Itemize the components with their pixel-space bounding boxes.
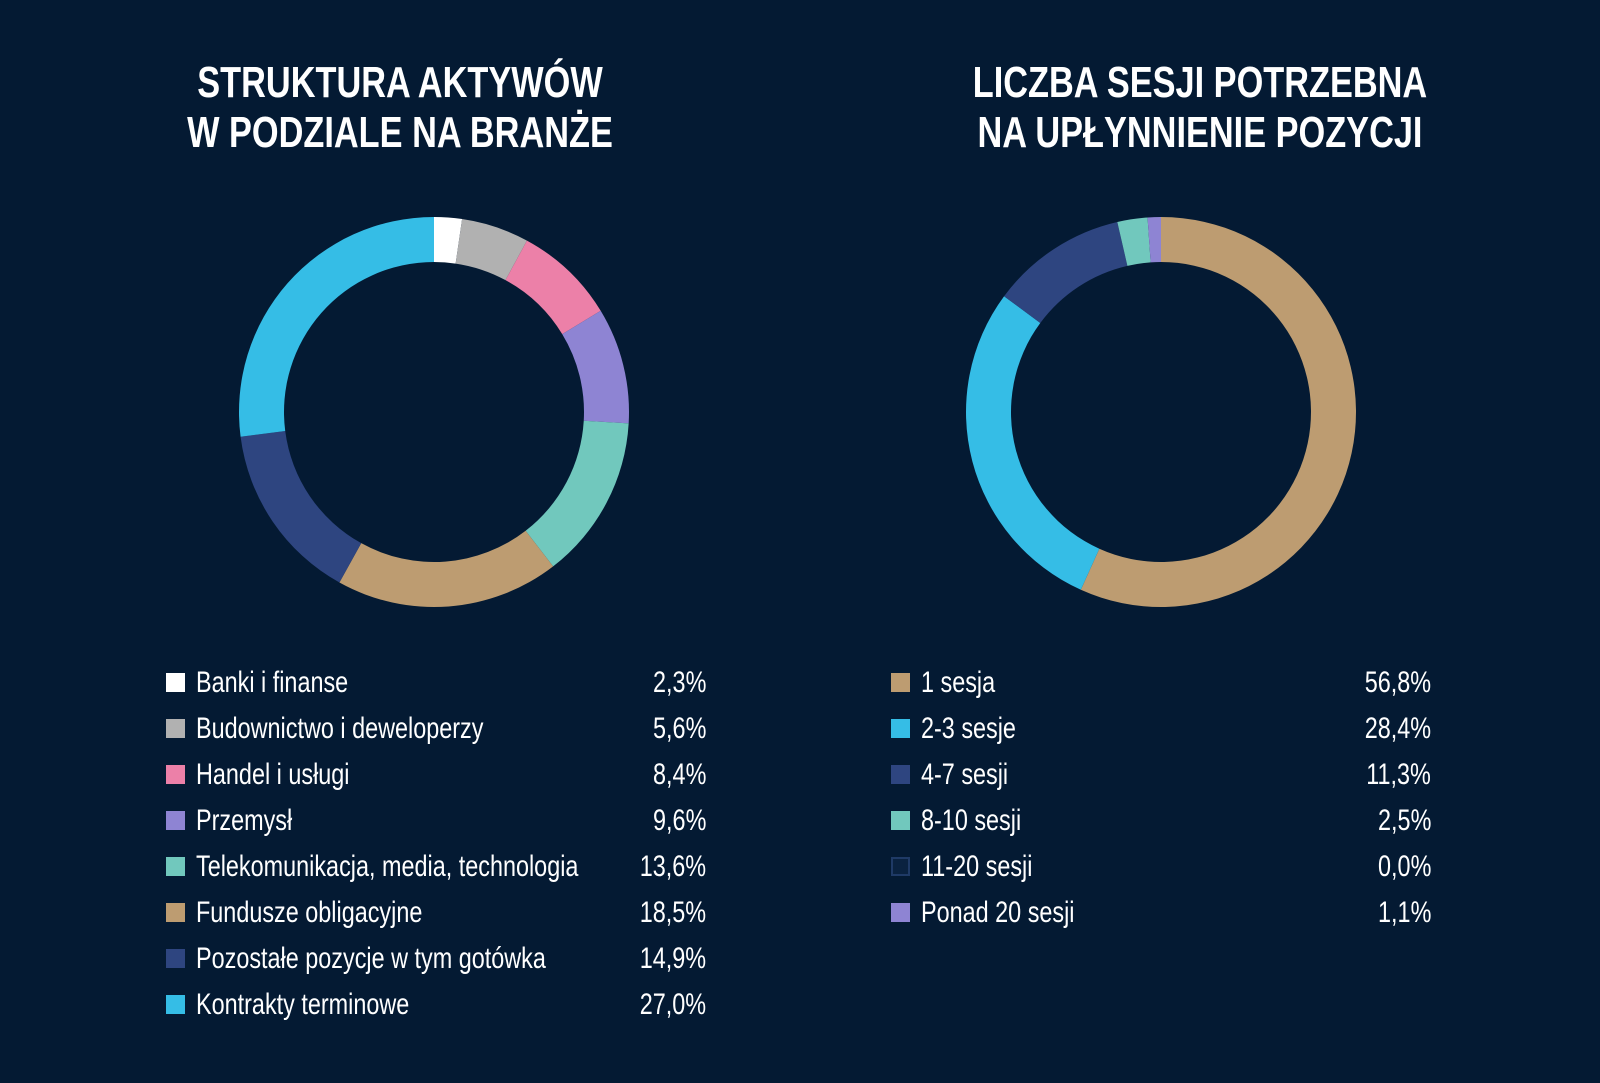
slice-ponad-20-sesji [1147, 217, 1161, 263]
legend-label: Budownictwo i deweloperzy [196, 712, 484, 745]
legend-value: 18,5% [639, 896, 706, 929]
liquidity-sessions-legend: 1 sesja 56,8% 2-3 sesje 28,4% 4-7 sesji 11,3%… [891, 664, 1431, 940]
legend-label: Kontrakty terminowe [196, 988, 410, 1021]
legend-item-2-3-sesje: 2-3 sesje 28,4% [891, 710, 1431, 756]
chart-title: STRUKTURA AKTYWÓW W PODZIALE NA BRANŻE [88, 58, 712, 158]
legend-swatch [891, 903, 910, 922]
legend-label: 1 sesja [921, 666, 996, 699]
chart-title-line-1: LICZBA SESJI POTRZEBNA [972, 58, 1428, 107]
slice-banki-i-finanse [434, 217, 463, 264]
legend-swatch [166, 811, 185, 830]
legend-item-4-7-sesji: 4-7 sesji 11,3% [891, 756, 1431, 802]
legend-swatch [891, 765, 910, 784]
legend-value: 1,1% [1377, 896, 1431, 929]
legend-swatch [891, 719, 910, 738]
legend-swatch [166, 857, 185, 876]
slice-8-10-sesji [1117, 217, 1151, 266]
legend-value: 9,6% [652, 804, 706, 837]
legend-swatch [891, 811, 910, 830]
legend-item-przemysl: Przemysł 9,6% [166, 802, 706, 848]
chart-title: LICZBA SESJI POTRZEBNA NA UPŁYNNIENIE PO… [888, 58, 1512, 158]
legend-value: 27,0% [639, 988, 706, 1021]
liquidity-sessions-panel: LICZBA SESJI POTRZEBNA NA UPŁYNNIENIE PO… [800, 0, 1600, 1083]
asset-structure-legend: Banki i finanse 2,3% Budownictwo i dewelop… [166, 664, 706, 1032]
legend-value: 56,8% [1364, 666, 1431, 699]
legend-item-banki-i-finanse: Banki i finanse 2,3% [166, 664, 706, 710]
slice-przemysl [562, 310, 629, 424]
chart-title-line-1: STRUKTURA AKTYWÓW [197, 58, 603, 107]
chart-title-line-2: W PODZIALE NA BRANŻE [187, 108, 613, 157]
legend-label: 4-7 sesji [921, 758, 1009, 791]
legend-swatch [166, 719, 185, 738]
legend-label: Przemysł [196, 804, 293, 837]
legend-value: 11,3% [1366, 758, 1431, 791]
legend-item-8-10-sesji: 8-10 sesji 2,5% [891, 802, 1431, 848]
legend-item-telekomunikacja-media-technologia: Telekomunikacja, media, technologia 13,6% [166, 848, 706, 894]
legend-item-pozostale-pozycje-w-tym-gotowka: Pozostałe pozycje w tym gotówka 14,9% [166, 940, 706, 986]
slice-fundusze-obligacyjne [339, 530, 554, 607]
slice-kontrakty-terminowe [238, 216, 434, 437]
legend-label: Fundusze obligacyjne [196, 896, 423, 929]
legend-swatch [891, 673, 910, 692]
legend-swatch [166, 765, 185, 784]
legend-label: Banki i finanse [196, 666, 349, 699]
slice-1-sesja [1080, 217, 1356, 607]
asset-structure-donut [238, 216, 629, 607]
legend-item-kontrakty-terminowe: Kontrakty terminowe 27,0% [166, 986, 706, 1032]
legend-value: 2,5% [1377, 804, 1431, 837]
slice-handel-i-uslugi [505, 240, 601, 335]
slice-4-7-sesji [1004, 221, 1128, 323]
chart-title-line-2: NA UPŁYNNIENIE POZYCJI [977, 108, 1423, 157]
legend-value: 5,6% [652, 712, 706, 745]
legend-label: Pozostałe pozycje w tym gotówka [196, 942, 546, 975]
legend-swatch [891, 857, 910, 876]
slice-pozostale-pozycje-w-tym-gotowka [240, 431, 362, 583]
legend-item-ponad-20-sesji: Ponad 20 sesji 1,1% [891, 894, 1431, 940]
legend-label: 2-3 sesje [921, 712, 1016, 745]
legend-value: 13,6% [639, 850, 706, 883]
legend-item-budownictwo-i-deweloperzy: Budownictwo i deweloperzy 5,6% [166, 710, 706, 756]
liquidity-sessions-donut [966, 217, 1356, 607]
asset-structure-panel: STRUKTURA AKTYWÓW W PODZIALE NA BRANŻE B… [88, 58, 712, 1032]
legend-label: Telekomunikacja, media, technologia [196, 850, 579, 883]
legend-swatch [166, 903, 185, 922]
legend-value: 8,4% [652, 758, 706, 791]
slice-2-3-sesje [966, 296, 1100, 590]
legend-value: 0,0% [1377, 850, 1431, 883]
legend-value: 14,9% [639, 942, 706, 975]
legend-label: 8-10 sesji [921, 804, 1022, 837]
legend-item-handel-i-uslugi: Handel i usługi 8,4% [166, 756, 706, 802]
legend-label: 11-20 sesji [921, 850, 1033, 883]
slice-budownictwo-i-deweloperzy [455, 219, 527, 281]
legend-label: Handel i usługi [196, 758, 350, 791]
legend-swatch [166, 949, 185, 968]
legend-swatch [166, 673, 185, 692]
legend-value: 28,4% [1364, 712, 1431, 745]
legend-item-1-sesja: 1 sesja 56,8% [891, 664, 1431, 710]
legend-label: Ponad 20 sesji [921, 896, 1075, 929]
legend-swatch [166, 995, 185, 1014]
slice-telekomunikacja-media-technologia [525, 420, 629, 567]
legend-item-fundusze-obligacyjne: Fundusze obligacyjne 18,5% [166, 894, 706, 940]
legend-value: 2,3% [652, 666, 706, 699]
legend-item-11-20-sesji: 11-20 sesji 0,0% [891, 848, 1431, 894]
